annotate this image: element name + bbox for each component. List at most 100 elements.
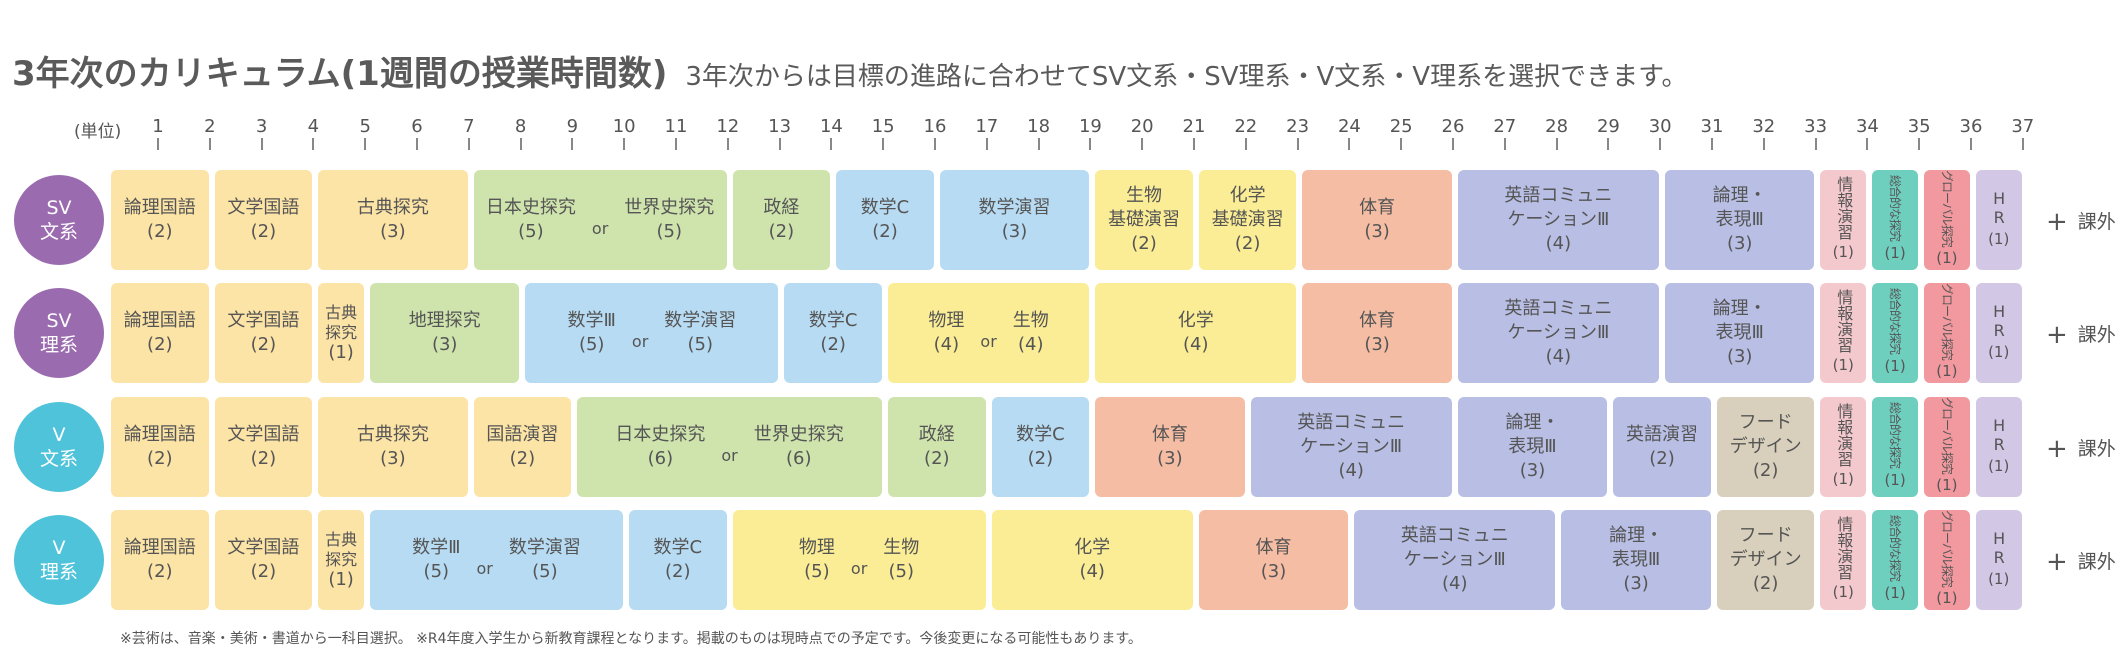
- unit-tick-mark: [364, 138, 367, 150]
- subject-units: (1): [1988, 457, 2010, 475]
- choice-option-a: 物理 (4): [928, 309, 964, 357]
- subject-text: 化学 基礎演習 (2): [1212, 184, 1284, 256]
- unit-tick-label: 3: [255, 116, 268, 137]
- unit-label: (単位): [74, 122, 122, 142]
- subject-name: 英語演習: [1625, 424, 1698, 445]
- subject-choice-cell: 数学Ⅲ (5) or 数学演習 (5): [370, 510, 623, 610]
- subject-units: (5): [656, 221, 683, 242]
- subject-units: (2): [1752, 460, 1779, 481]
- subject-cell: HR (1): [1975, 283, 2022, 383]
- subject-name-line2: 基礎演習: [1211, 209, 1284, 230]
- subject-units: (1): [1884, 244, 1906, 262]
- subject-choice-cell: 日本史探究 (6) or 世界史探究 (6): [577, 397, 882, 497]
- course-label-line2: 理系: [39, 561, 78, 583]
- subject-name: 体育: [1255, 537, 1292, 558]
- extracurricular-text: 課外: [2077, 551, 2116, 573]
- subject-text: 地理探究 (3): [409, 309, 481, 357]
- extracurricular-label: + 課外: [2046, 207, 2116, 237]
- subject-cell: 総合的な探究 (1): [1872, 170, 1918, 270]
- subject-choice-cell: 物理 (4) or 生物 (4): [888, 283, 1090, 383]
- unit-tick-label: 14: [819, 116, 843, 137]
- subject-units: (5): [888, 561, 915, 582]
- choice-option-b: 生物 (4): [1013, 309, 1049, 357]
- unit-tick-mark: [1089, 138, 1092, 150]
- subject-units: (1): [1936, 476, 1958, 495]
- subject-cell: 文学国語 (2): [214, 170, 313, 270]
- subject-name: 体育: [1151, 424, 1188, 445]
- unit-tick-label: 34: [1855, 116, 1879, 137]
- unit-tick-mark: [726, 138, 729, 150]
- subject-units: (3): [1519, 460, 1546, 481]
- subject-text: 論理・ 表現Ⅲ (3): [1713, 297, 1767, 369]
- course-label-circle: SV 理系: [14, 288, 104, 378]
- subject-text: グローバル探究 (1): [1936, 397, 1957, 497]
- subject-name: 総合的な探究: [1888, 287, 1903, 354]
- unit-tick-mark: [1452, 138, 1454, 150]
- extracurricular-text: 課外: [2077, 211, 2116, 233]
- subject-units: (2): [1027, 448, 1054, 469]
- subject-units: (4): [1018, 334, 1044, 355]
- subject-name: 古典: [325, 530, 358, 549]
- subject-text: 英語コミュニ ケーションⅢ (4): [1504, 184, 1612, 256]
- unit-tick-mark: [985, 138, 988, 150]
- unit-tick-label: 15: [871, 116, 895, 137]
- subject-cell: 体育 (3): [1302, 283, 1452, 383]
- subject-units: (4): [1545, 233, 1572, 254]
- subject-units: (1): [1988, 343, 2010, 361]
- subject-units: (3): [1364, 334, 1390, 355]
- subject-text: グローバル探究 (1): [1936, 283, 1957, 383]
- subject-cell: 体育 (3): [1302, 170, 1452, 270]
- subject-name-line2: 基礎演習: [1107, 209, 1180, 230]
- course-label-line2: 文系: [39, 448, 78, 470]
- subject-text: 化学 (4): [1074, 536, 1110, 584]
- subject-units: (4): [1338, 460, 1364, 481]
- subject-cell: 情報演習 (1): [1820, 510, 1867, 610]
- subject-cell: 論理国語 (2): [111, 283, 209, 383]
- subject-name: 情報演習: [1834, 403, 1854, 467]
- or-separator: or: [476, 559, 493, 578]
- subject-text: 体育 (3): [1359, 309, 1395, 357]
- unit-tick-label: 16: [923, 116, 947, 137]
- extracurricular-text: 課外: [2077, 324, 2116, 346]
- course-label-line1: SV: [46, 197, 72, 219]
- subject-units: (5): [423, 561, 450, 582]
- subject-text: 化学 (4): [1178, 309, 1214, 357]
- subject-cell: 論理国語 (2): [111, 170, 209, 270]
- unit-tick-mark: [519, 138, 522, 150]
- unit-tick-mark: [1659, 138, 1662, 150]
- subject-cell: 数学演習 (3): [939, 170, 1090, 270]
- subject-cell: 文学国語 (2): [214, 397, 313, 497]
- subject-name-line2: 探究: [325, 323, 358, 342]
- subject-text: HR (1): [1988, 416, 2009, 478]
- subject-name: 政経: [918, 424, 955, 445]
- subject-cell: グローバル探究 (1): [1924, 170, 1970, 270]
- subject-units: (2): [147, 221, 173, 242]
- subject-cell: 国語演習 (2): [473, 397, 572, 497]
- unit-tick-mark: [416, 138, 418, 150]
- subject-name: 古典探究: [356, 424, 429, 445]
- course-label-line2: 理系: [39, 334, 78, 356]
- choice-option-a: 数学Ⅲ (5): [412, 536, 460, 584]
- subject-units: (2): [820, 334, 846, 355]
- subject-name: 情報演習: [1834, 289, 1854, 353]
- subject-units: (3): [1726, 233, 1753, 254]
- unit-tick-mark: [467, 138, 470, 150]
- subject-cell: 数学C (2): [836, 170, 934, 270]
- subject-units: (2): [1234, 233, 1261, 254]
- choice-option-b: 生物 (5): [883, 536, 919, 584]
- unit-tick-mark: [675, 138, 677, 150]
- subject-cell: 論理・ 表現Ⅲ (3): [1457, 397, 1608, 497]
- subject-name: 化学: [1074, 537, 1111, 558]
- subject-cell: 総合的な探究 (1): [1872, 510, 1918, 610]
- subject-choice: 数学Ⅲ (5) or 数学演習 (5): [567, 309, 736, 357]
- course-label-circle: V 文系: [14, 402, 104, 492]
- subject-text: 体育 (3): [1255, 536, 1291, 584]
- subject-units: (2): [924, 448, 950, 469]
- subject-units: (1): [1936, 249, 1958, 268]
- subject-text: 国語演習 (2): [486, 423, 558, 471]
- subject-name: 総合的な探究: [1888, 174, 1903, 241]
- subject-cell: フード デザイン (2): [1716, 397, 1815, 497]
- course-label-line2: 文系: [39, 221, 78, 243]
- unit-tick-label: 20: [1130, 116, 1154, 137]
- subject-units: (1): [1832, 356, 1854, 374]
